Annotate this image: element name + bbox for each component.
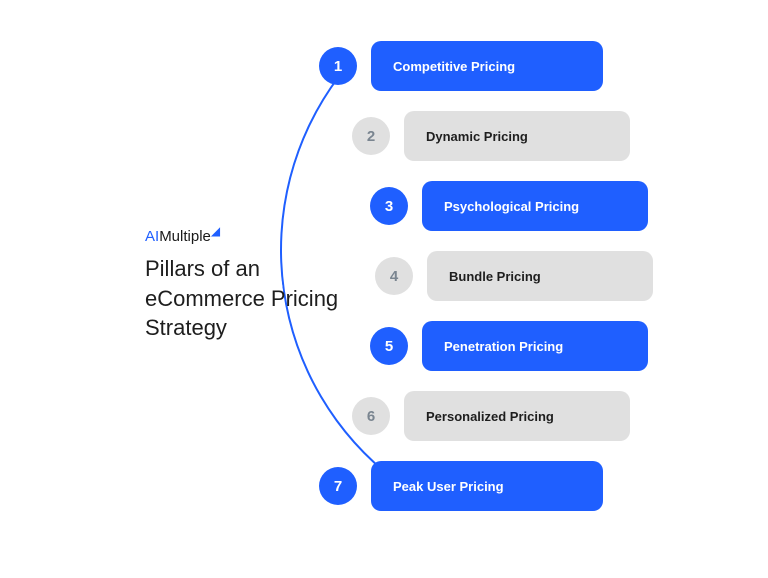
pillar-label-pill: Competitive Pricing xyxy=(371,41,603,91)
pillar-item: 1 Competitive Pricing xyxy=(319,41,603,91)
pillar-label-pill: Personalized Pricing xyxy=(404,391,630,441)
pillar-item: 2 Dynamic Pricing xyxy=(352,111,630,161)
pillar-item: 5 Penetration Pricing xyxy=(370,321,648,371)
pillar-item: 3 Psychological Pricing xyxy=(370,181,648,231)
pillar-label-pill: Psychological Pricing xyxy=(422,181,648,231)
pillar-label-pill: Bundle Pricing xyxy=(427,251,653,301)
pillar-number-circle: 3 xyxy=(370,187,408,225)
pillar-number-circle: 5 xyxy=(370,327,408,365)
infographic-title: Pillars of an eCommerce Pricing Strategy xyxy=(145,254,345,343)
pillar-number-circle: 1 xyxy=(319,47,357,85)
pillar-number-circle: 7 xyxy=(319,467,357,505)
pillar-number-circle: 6 xyxy=(352,397,390,435)
pillar-label-pill: Dynamic Pricing xyxy=(404,111,630,161)
pillar-label-pill: Penetration Pricing xyxy=(422,321,648,371)
pillar-number-circle: 4 xyxy=(375,257,413,295)
brand-part2: Multiple xyxy=(159,228,211,245)
pillar-item: 6 Personalized Pricing xyxy=(352,391,630,441)
brand-part1: AI xyxy=(145,228,159,245)
pillar-item: 7 Peak User Pricing xyxy=(319,461,603,511)
pillar-label-pill: Peak User Pricing xyxy=(371,461,603,511)
brand-logo: AIMultiple◢ xyxy=(145,224,220,245)
pillar-item: 4 Bundle Pricing xyxy=(375,251,653,301)
brand-accent-icon: ◢ xyxy=(211,224,220,238)
pillar-number-circle: 2 xyxy=(352,117,390,155)
